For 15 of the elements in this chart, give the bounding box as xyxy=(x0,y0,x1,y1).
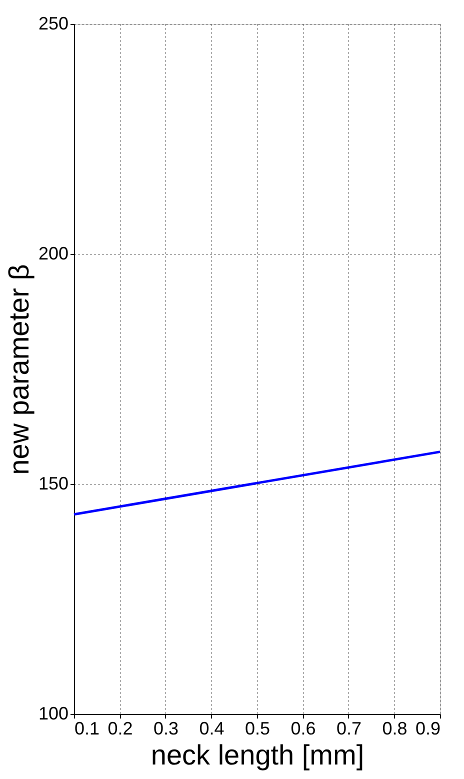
x-tick-label: 0.4 xyxy=(199,718,224,738)
x-tick-label: 0.2 xyxy=(108,718,133,738)
x-tick-label: 0.8 xyxy=(382,718,408,738)
x-tick-label: 0.1 xyxy=(74,718,100,738)
y-tick-label: 250 xyxy=(38,14,68,34)
x-tick-label: 0.9 xyxy=(415,718,440,738)
y-tick-label: 100 xyxy=(38,704,68,724)
x-tick-label: 0.3 xyxy=(153,718,179,738)
y-tick-label: 150 xyxy=(38,474,68,494)
x-tick-label: 0.5 xyxy=(244,718,270,738)
x-axis-title: neck length [mm] xyxy=(150,740,364,770)
y-axis-title: new parameter β xyxy=(3,264,34,475)
y-tick-label: 200 xyxy=(38,244,68,264)
x-tick-label: 0.7 xyxy=(336,718,362,738)
x-tick-label: 0.6 xyxy=(290,718,316,738)
